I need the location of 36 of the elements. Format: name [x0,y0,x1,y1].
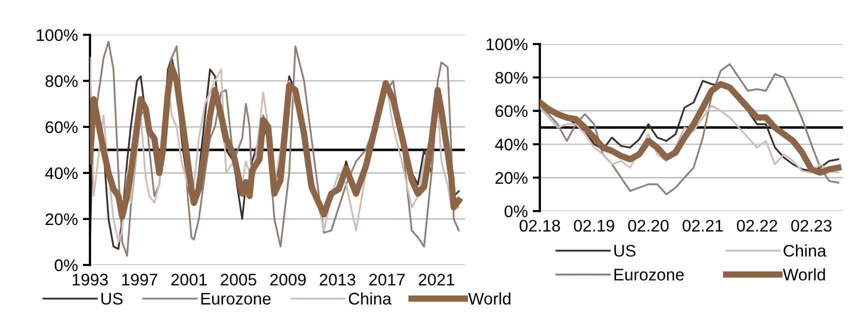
legend-label: Eurozone [614,268,684,281]
legend-label: China [784,244,826,257]
x-tick-label: 1993 [72,274,108,286]
y-tick-label: 0% [504,205,528,218]
y-tick-label: 40% [495,138,528,150]
x-tick-label: 02.20 [628,220,669,232]
y-tick-label: 100% [486,38,528,50]
y-tick-label: 0% [54,259,78,272]
x-tick-label: 2017 [369,274,405,286]
x-tick-label: 1997 [122,274,158,286]
x-tick-label: 2005 [220,274,256,286]
y-tick-label: 60% [496,105,528,118]
y-tick-label: 20% [46,213,78,226]
y-tick-label: 100% [36,29,78,42]
legend-label: Eurozone [201,292,271,305]
legend-label: World [782,268,825,281]
line-series [540,63,840,196]
x-tick-label: 2013 [320,274,356,286]
legend-label: World [468,292,510,305]
line-series [540,104,840,174]
x-tick-label: 02.18 [520,220,560,232]
legend-label: US [101,292,123,305]
y-tick-label: 80% [46,75,78,88]
x-tick-label: 02.22 [736,220,778,232]
x-tick-label: 02.19 [574,220,614,232]
y-tick-label: 80% [495,72,528,84]
x-tick-label: 02.23 [791,220,832,232]
legend-label: China [348,292,392,305]
x-tick-label: 2001 [171,274,207,286]
y-tick-label: 60% [46,121,78,134]
x-tick-label: 2021 [418,274,454,286]
y-tick-label: 20% [496,172,528,184]
x-tick-label: 02.21 [682,220,723,232]
y-tick-label: 40% [45,167,78,180]
x-tick-label: 2009 [270,274,306,286]
legend-label: US [614,244,636,257]
